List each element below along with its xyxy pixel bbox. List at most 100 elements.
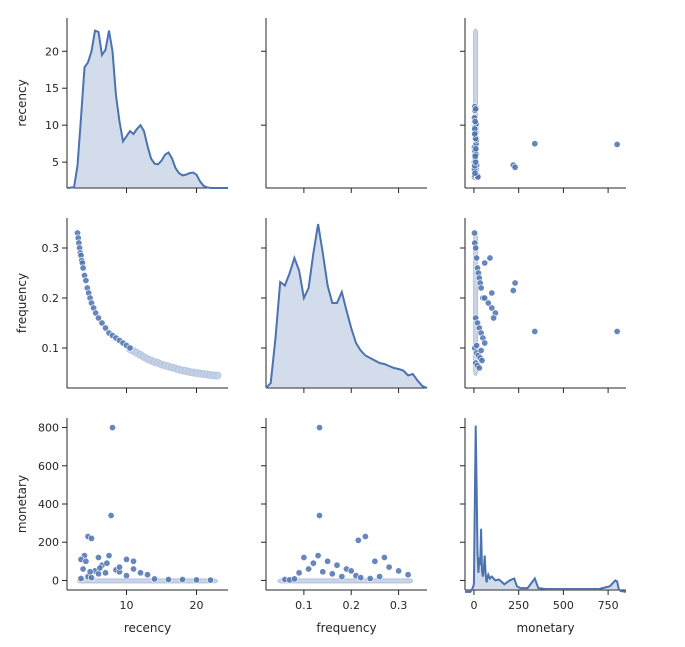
- y-axis-title-monetary: monetary: [15, 475, 29, 533]
- x-axis-title-monetary: monetary: [516, 621, 574, 635]
- scatter-point: [95, 553, 103, 561]
- scatter-point: [481, 294, 489, 302]
- scatter-point: [481, 339, 489, 347]
- scatter-point: [472, 105, 480, 113]
- x-tick-label: 0.2: [342, 599, 360, 612]
- scatter-point: [130, 565, 138, 573]
- scatter-point: [361, 532, 369, 540]
- scatter-point: [613, 140, 621, 148]
- scatter-point: [165, 575, 173, 583]
- scatter-point: [471, 152, 479, 160]
- scatter-point: [481, 259, 489, 267]
- x-tick-label: 0: [470, 599, 477, 612]
- scatter-point: [324, 557, 332, 565]
- y-axis-title-frequency: frequency: [15, 273, 29, 333]
- x-tick-label: 500: [553, 599, 574, 612]
- y-tick-label: 10: [45, 119, 59, 132]
- kde-area-monetary: [465, 425, 626, 592]
- kde-line-frequency: [265, 223, 428, 389]
- scatter-point: [385, 563, 393, 571]
- x-tick-label: 10: [120, 599, 134, 612]
- y-tick-label: 400: [38, 498, 59, 511]
- scatter-point: [376, 573, 384, 581]
- kde-line-recency: [66, 29, 228, 189]
- scatter-point: [207, 576, 215, 584]
- scatter-point: [79, 565, 87, 573]
- scatter-point: [354, 536, 362, 544]
- scatter-point: [531, 140, 539, 148]
- scatter-point: [82, 557, 90, 565]
- y-tick-label: 15: [45, 82, 59, 95]
- scatter-point: [490, 314, 498, 322]
- scatter-point: [484, 299, 492, 307]
- scatter-point: [511, 163, 519, 171]
- y-tick-label: 0: [52, 574, 59, 587]
- scatter-point: [79, 264, 87, 272]
- scatter-point: [478, 356, 486, 364]
- scatter-point: [470, 229, 478, 237]
- x-tick-label: 250: [508, 599, 529, 612]
- scatter-point: [471, 130, 479, 138]
- y-tick-label: 0.1: [42, 342, 60, 355]
- scatter-point: [328, 570, 336, 578]
- y-tick-label: 600: [38, 460, 59, 473]
- scatter-point: [475, 364, 483, 372]
- x-tick-label: 20: [190, 599, 204, 612]
- scatter-point: [179, 575, 187, 583]
- scatter-point: [486, 254, 494, 262]
- scatter-point: [98, 319, 106, 327]
- scatter-point: [347, 567, 355, 575]
- scatter-point: [86, 568, 94, 576]
- scatter-point: [371, 557, 379, 565]
- scatter-point: [613, 327, 621, 335]
- x-tick-label: 0.1: [295, 599, 313, 612]
- scatter-point: [509, 286, 517, 294]
- scatter-point: [314, 552, 322, 560]
- x-axis-title-frequency: frequency: [316, 621, 376, 635]
- scatter-point: [473, 254, 481, 262]
- scatter-point: [315, 424, 323, 432]
- scatter-point: [472, 158, 480, 166]
- x-tick-label: 0.3: [390, 599, 408, 612]
- scatter-point: [477, 284, 485, 292]
- scatter-point: [511, 279, 519, 287]
- scatter-point: [357, 574, 365, 582]
- kde-area-frequency: [266, 224, 427, 388]
- kde-area-recency: [67, 30, 228, 188]
- scatter-point: [290, 575, 298, 583]
- scatter-point: [295, 569, 303, 577]
- scatter-point: [116, 563, 124, 571]
- scatter-point: [473, 341, 481, 349]
- scatter-point: [488, 304, 496, 312]
- scatter-point: [366, 574, 374, 582]
- y-tick-label: 0.2: [42, 292, 60, 305]
- scatter-point: [96, 564, 104, 572]
- scatter-point: [333, 561, 341, 569]
- scatter-point: [305, 565, 313, 573]
- scatter-point: [130, 557, 138, 565]
- scatter-point: [95, 570, 103, 578]
- y-tick-label: 0.3: [42, 242, 60, 255]
- scatter-point: [137, 569, 145, 577]
- y-tick-label: 800: [38, 422, 59, 435]
- scatter-point: [213, 371, 222, 380]
- scatter-point: [77, 574, 85, 582]
- scatter-point: [123, 572, 131, 580]
- scatter-point: [404, 571, 412, 579]
- scatter-point: [315, 511, 323, 519]
- y-tick-label: 200: [38, 536, 59, 549]
- scatter-point: [144, 571, 152, 579]
- scatter-point: [309, 559, 317, 567]
- scatter-point: [531, 327, 539, 335]
- y-tick-label: 20: [45, 45, 59, 58]
- scatter-point: [95, 314, 103, 322]
- scatter-point: [102, 569, 110, 577]
- scatter-point: [472, 145, 480, 153]
- x-axis-title-recency: recency: [124, 621, 171, 635]
- y-tick-label: 5: [52, 156, 59, 169]
- scatter-point: [471, 118, 479, 126]
- x-tick-label: 750: [598, 599, 619, 612]
- scatter-point: [338, 573, 346, 581]
- scatter-point: [151, 575, 159, 583]
